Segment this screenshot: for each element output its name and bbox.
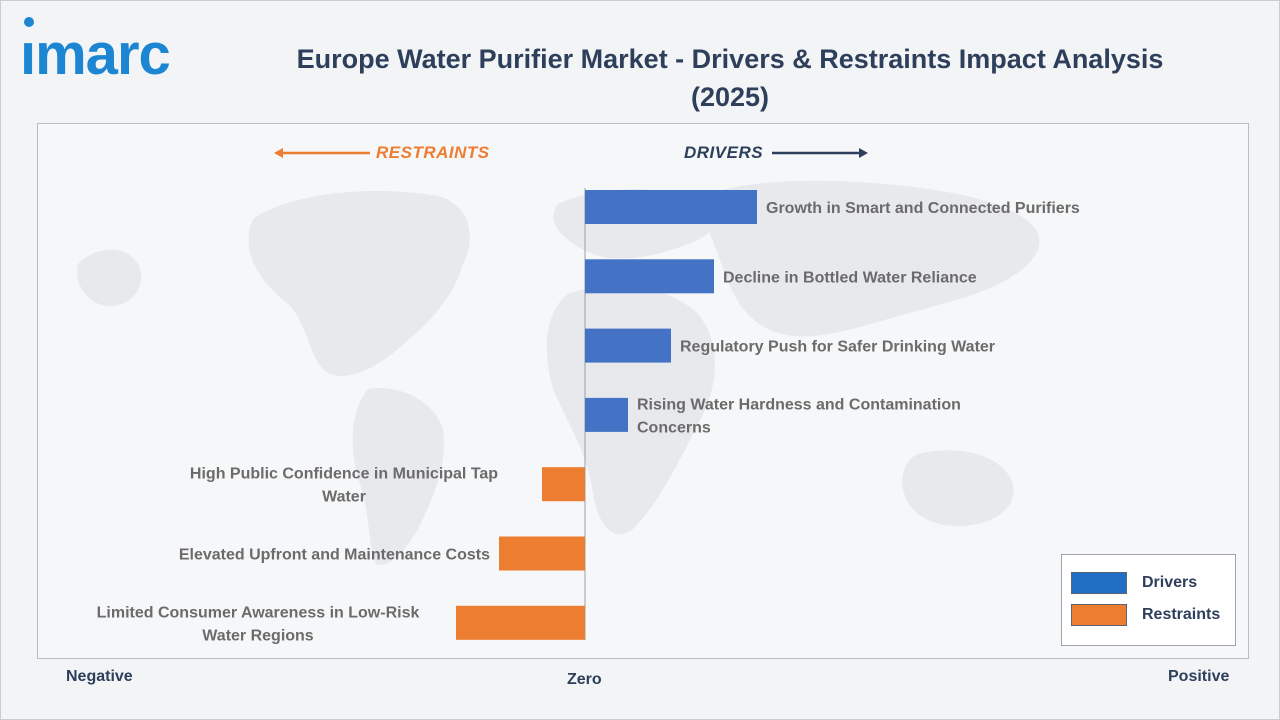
- bar-label-1: Growth in Smart and Connected Purifiers: [766, 200, 1080, 217]
- bar-label-6: Elevated Upfront and Maintenance Costs: [179, 547, 490, 564]
- legend-item-drivers: Drivers: [1071, 571, 1197, 595]
- legend-swatch-restraints: [1071, 604, 1127, 626]
- bar-label-3: Regulatory Push for Safer Drinking Water: [680, 339, 995, 356]
- bar-restraint-6: [499, 536, 585, 571]
- svg-text:ımarc: ımarc: [20, 22, 170, 84]
- axis-label-zero: Zero: [567, 671, 602, 688]
- axis-label-positive: Positive: [1168, 668, 1230, 685]
- legend-item-restraints: Restraints: [1071, 603, 1220, 627]
- bar-label-5: High Public Confidence in Municipal Tap W…: [190, 466, 498, 506]
- bar-label-7: Limited Consumer Awareness in Low-Risk Wa…: [97, 604, 420, 644]
- bar-driver-1: [585, 190, 757, 224]
- legend-label-drivers: Drivers: [1142, 574, 1198, 591]
- bar-restraint-7: [456, 605, 585, 640]
- imarc-logo: ımarc: [20, 17, 171, 84]
- restraints-arrow-icon: [274, 148, 370, 158]
- drivers-arrow-icon: [772, 148, 868, 158]
- legend-swatch-drivers: [1071, 572, 1127, 594]
- bar-driver-3: [585, 328, 671, 363]
- legend-label-restraints: Restraints: [1142, 606, 1221, 623]
- chart-title: Europe Water Purifier Market - Drivers &…: [296, 44, 1164, 112]
- axis-label-negative: Negative: [66, 668, 133, 685]
- drivers-direction-label: DRIVERS: [684, 143, 764, 162]
- restraints-direction-label: RESTRAINTS: [376, 143, 490, 162]
- bar-driver-4: [585, 397, 628, 432]
- legend: Drivers Restraints: [1061, 554, 1236, 646]
- bar-label-4: Rising Water Hardness and Contamination C…: [637, 396, 961, 436]
- bar-restraint-5: [542, 467, 585, 502]
- bar-label-2: Decline in Bottled Water Reliance: [723, 269, 977, 286]
- bar-driver-2: [585, 259, 714, 294]
